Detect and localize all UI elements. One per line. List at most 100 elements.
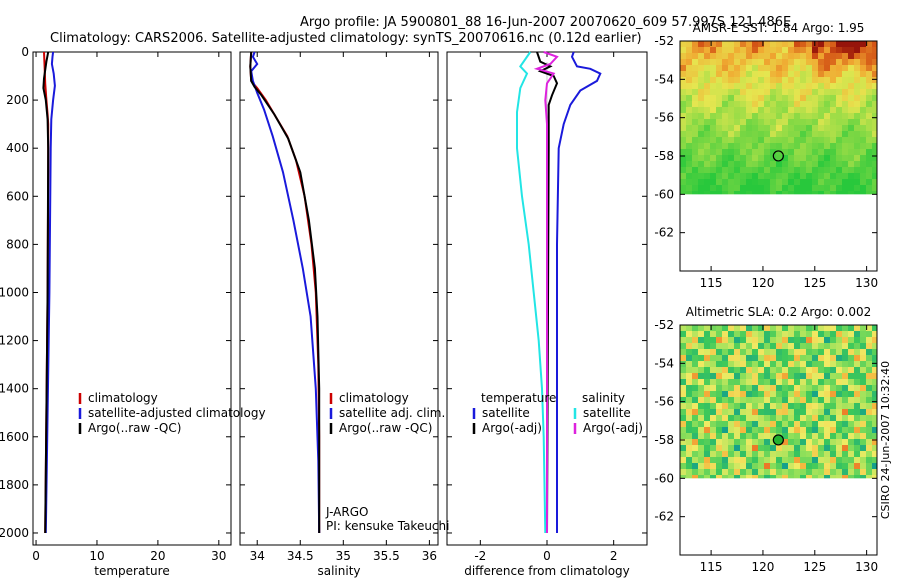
- sst-cell: [764, 83, 770, 89]
- sst-cell: [728, 179, 734, 185]
- sla-cell: [770, 325, 776, 331]
- sst-cell: [872, 131, 877, 137]
- sla-cell: [704, 463, 710, 469]
- sla-cell: [692, 385, 698, 391]
- sla-cell: [698, 421, 704, 427]
- sst-cell: [698, 155, 704, 161]
- sla-cell: [818, 457, 824, 463]
- sla-cell: [806, 451, 812, 457]
- sst-cell: [818, 53, 824, 59]
- sla-cell: [806, 469, 812, 475]
- sla-cell: [728, 397, 734, 403]
- sla-cell: [740, 439, 746, 445]
- sst-cell: [788, 185, 794, 191]
- sst-cell: [764, 107, 770, 113]
- sst-cell: [740, 107, 746, 113]
- sst-cell: [764, 179, 770, 185]
- sla-cell: [722, 421, 728, 427]
- sla-cell: [680, 463, 686, 469]
- sst-cell: [776, 113, 782, 119]
- sla-cell: [746, 457, 752, 463]
- sla-cell: [752, 385, 758, 391]
- sla-cell: [830, 475, 836, 479]
- sla-cell: [824, 409, 830, 415]
- sst-cell: [836, 137, 842, 143]
- sst-cell: [782, 185, 788, 191]
- sla-cell: [848, 409, 854, 415]
- sst-cell: [812, 83, 818, 89]
- sla-cell: [758, 463, 764, 469]
- sla-cell: [800, 409, 806, 415]
- sst-cell: [794, 179, 800, 185]
- sst-cell: [692, 191, 698, 195]
- sst-cell: [686, 167, 692, 173]
- sst-cell: [752, 155, 758, 161]
- sla-cell: [800, 439, 806, 445]
- sla-cell: [794, 439, 800, 445]
- sst-cell: [824, 101, 830, 107]
- sla-cell: [872, 445, 877, 451]
- sst-cell: [818, 161, 824, 167]
- sst-cell: [740, 119, 746, 125]
- sst-cell: [680, 191, 686, 195]
- sst-cell: [764, 191, 770, 195]
- sst-cell: [854, 137, 860, 143]
- sst-cell: [788, 131, 794, 137]
- sst-cell: [728, 89, 734, 95]
- sla-cell: [728, 379, 734, 385]
- sla-cell: [692, 337, 698, 343]
- sla-cell: [794, 433, 800, 439]
- sst-cell: [788, 113, 794, 119]
- sst-cell: [752, 179, 758, 185]
- sst-cell: [854, 119, 860, 125]
- sst-cell: [680, 119, 686, 125]
- sst-cell: [764, 65, 770, 71]
- sla-cell: [680, 343, 686, 349]
- sla-cell: [770, 415, 776, 421]
- sla-cell: [710, 445, 716, 451]
- sst-cell: [776, 173, 782, 179]
- sla-cell: [788, 385, 794, 391]
- sla-cell: [854, 439, 860, 445]
- sst-cell: [854, 53, 860, 59]
- sst-cell: [680, 185, 686, 191]
- sla-cell: [854, 475, 860, 479]
- sla-cell: [722, 445, 728, 451]
- sla-cell: [728, 331, 734, 337]
- sst-cell: [836, 173, 842, 179]
- sla-cell: [830, 457, 836, 463]
- sla-cell: [824, 331, 830, 337]
- sla-cell: [872, 337, 877, 343]
- sst-cell: [710, 143, 716, 149]
- sst-cell: [686, 71, 692, 77]
- sla-cell: [692, 367, 698, 373]
- sla-cell: [752, 475, 758, 479]
- sst-cell: [758, 65, 764, 71]
- sst-cell: [716, 53, 722, 59]
- sla-cell: [782, 427, 788, 433]
- sla-cell: [758, 397, 764, 403]
- sst-cell: [692, 47, 698, 53]
- sst-cell: [728, 95, 734, 101]
- sst-cell: [710, 83, 716, 89]
- sla-cell: [704, 451, 710, 457]
- y-tick-label: 400: [6, 141, 29, 155]
- sst-cell: [854, 77, 860, 83]
- sla-cell: [740, 325, 746, 331]
- sst-cell: [782, 155, 788, 161]
- sla-cell: [680, 397, 686, 403]
- sst-cell: [752, 107, 758, 113]
- sla-cell: [770, 469, 776, 475]
- sla-cell: [776, 445, 782, 451]
- sst-cell: [842, 191, 848, 195]
- sst-cell: [800, 149, 806, 155]
- sst-cell: [776, 53, 782, 59]
- sst-cell: [830, 167, 836, 173]
- sst-cell: [770, 89, 776, 95]
- sst-cell: [704, 131, 710, 137]
- sst-cell: [866, 125, 872, 131]
- sst-cell: [788, 65, 794, 71]
- sst-cell: [782, 65, 788, 71]
- sla-cell: [698, 343, 704, 349]
- sla-cell: [776, 403, 782, 409]
